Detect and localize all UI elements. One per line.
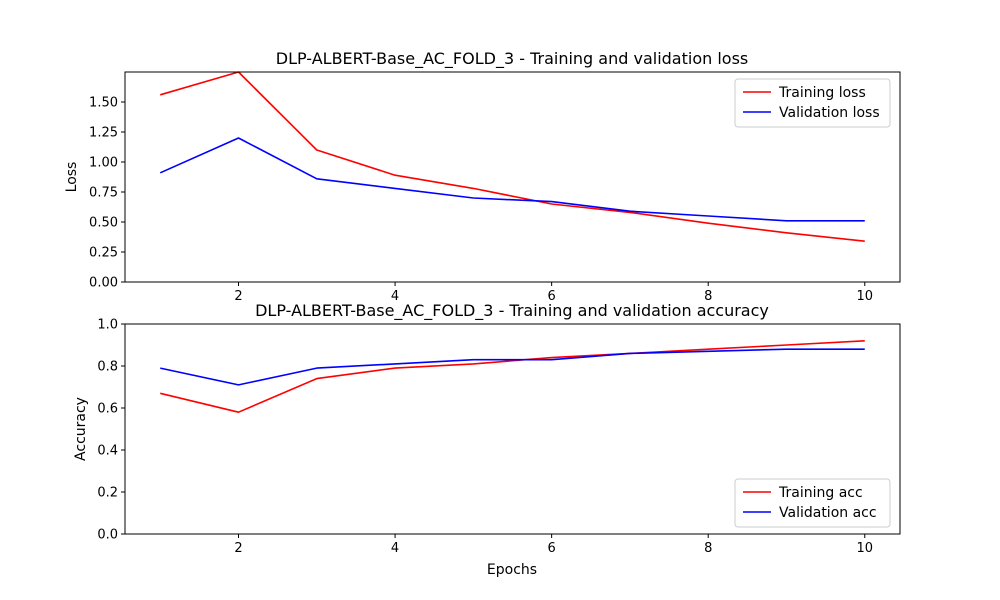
accuracy-series-line-validation (160, 348, 865, 386)
accuracy-x-tick-label: 8 (704, 541, 712, 556)
loss-chart: DLP-ALBERT-Base_AC_FOLD_3 - Training and… (64, 49, 901, 304)
accuracy-legend-box (734, 478, 891, 528)
accuracy-legend-label-validation: Validation acc (779, 505, 877, 521)
accuracy-chart-title: DLP-ALBERT-Base_AC_FOLD_3 - Training and… (255, 301, 769, 321)
loss-y-tick-label: 1.25 (89, 126, 118, 141)
loss-y-tick-label: 1.00 (89, 156, 118, 171)
accuracy-y-tick-label: 0.0 (97, 528, 118, 543)
loss-x-tick-label: 2 (234, 289, 242, 304)
loss-y-tick-label: 1.50 (89, 96, 118, 111)
accuracy-y-tick-label: 0.6 (97, 402, 118, 417)
accuracy-legend-label-training: Training acc (778, 485, 863, 501)
accuracy-y-tick-label: 1.0 (97, 318, 118, 333)
accuracy-x-axis-label: Epochs (487, 562, 537, 578)
loss-legend-label-training: Training loss (778, 85, 866, 101)
loss-y-tick-label: 0.25 (89, 246, 118, 261)
accuracy-chart: DLP-ALBERT-Base_AC_FOLD_3 - Training and… (73, 301, 901, 578)
loss-chart-title: DLP-ALBERT-Base_AC_FOLD_3 - Training and… (276, 49, 748, 69)
loss-x-tick-label: 6 (548, 289, 556, 304)
loss-series-line-training (160, 71, 865, 242)
accuracy-y-tick-label: 0.8 (97, 360, 118, 375)
accuracy-series-line-training (160, 340, 865, 414)
loss-series-line-validation (159, 137, 865, 222)
loss-x-tick-label: 8 (704, 289, 712, 304)
accuracy-x-tick-label: 2 (234, 541, 242, 556)
accuracy-x-tick-label: 6 (548, 541, 556, 556)
loss-y-tick-label: 0.00 (89, 276, 118, 291)
loss-x-tick-label: 4 (391, 289, 399, 304)
loss-y-axis-label: Loss (64, 162, 80, 193)
accuracy-x-tick-label: 4 (391, 541, 399, 556)
loss-y-tick-label: 0.50 (89, 216, 118, 231)
accuracy-y-tick-label: 0.4 (97, 444, 118, 459)
accuracy-x-tick-label: 10 (856, 541, 873, 556)
accuracy-y-tick-label: 0.2 (97, 486, 118, 501)
accuracy-plot-frame (124, 323, 901, 535)
loss-y-tick-label: 0.75 (89, 186, 118, 201)
loss-plot-frame (124, 71, 901, 283)
loss-x-tick-label: 10 (856, 289, 873, 304)
loss-legend-label-validation: Validation loss (779, 105, 880, 121)
accuracy-y-axis-label: Accuracy (73, 397, 89, 461)
loss-legend-box (734, 78, 891, 128)
